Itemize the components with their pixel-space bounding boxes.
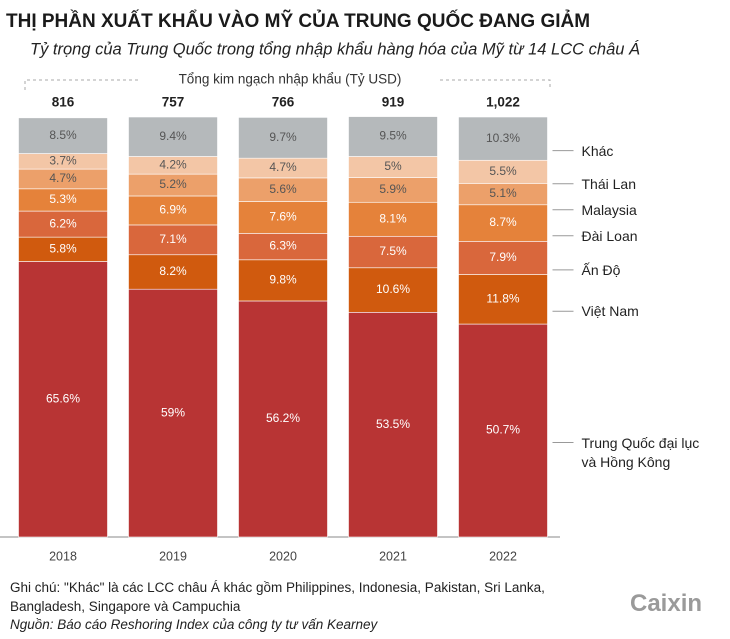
data-label: 4.7% bbox=[49, 171, 77, 185]
x-tick-label: 2022 bbox=[489, 549, 517, 563]
data-label: 7.9% bbox=[489, 250, 517, 264]
data-label: 7.6% bbox=[269, 210, 297, 224]
bar-segment bbox=[458, 204, 548, 242]
bar-segment bbox=[458, 241, 548, 275]
logo: Caixin bbox=[630, 590, 703, 617]
legend-label: Đài Loan bbox=[581, 227, 638, 244]
bar-segment bbox=[238, 300, 328, 538]
bar-segment bbox=[348, 116, 438, 157]
bar-segment bbox=[238, 117, 328, 159]
totals-label: Tổng kim ngạch nhập khẩu (Tỷ USD) bbox=[179, 72, 402, 87]
data-label: 9.5% bbox=[379, 129, 407, 143]
bar-segment bbox=[18, 210, 108, 238]
data-label: 53.5% bbox=[376, 417, 410, 431]
data-label: 7.5% bbox=[379, 244, 407, 258]
bar-segment bbox=[18, 117, 108, 154]
data-label: 6.3% bbox=[269, 239, 297, 253]
bar-segment bbox=[238, 201, 328, 234]
data-label: 8.7% bbox=[489, 215, 517, 229]
data-label: 7.1% bbox=[159, 232, 187, 246]
bar-segment bbox=[458, 323, 548, 538]
data-label: 3.7% bbox=[49, 153, 77, 167]
data-label: 6.2% bbox=[49, 216, 77, 230]
legend-label: Thái Lan bbox=[581, 175, 636, 192]
bar-segment bbox=[458, 116, 548, 161]
chart-subtitle: Tỷ trọng của Trung Quốc trong tổng nhập … bbox=[30, 39, 640, 58]
bar-segment bbox=[348, 311, 438, 538]
bar-segment bbox=[128, 195, 218, 226]
data-label: 4.2% bbox=[159, 157, 187, 171]
bar-segment bbox=[18, 236, 108, 262]
bar-segment bbox=[348, 235, 438, 269]
total-label: 757 bbox=[162, 95, 185, 110]
data-label: 5.2% bbox=[159, 177, 187, 191]
footnote: Ghi chú: "Khác" là các LCC châu Á khác g… bbox=[10, 580, 545, 614]
bar-segment bbox=[128, 224, 218, 256]
data-label: 8.5% bbox=[49, 128, 77, 142]
data-label: 5% bbox=[384, 159, 402, 173]
data-label: 50.7% bbox=[486, 423, 520, 437]
data-label: 5.8% bbox=[49, 241, 77, 255]
x-tick-label: 2018 bbox=[49, 549, 77, 563]
bar-segment bbox=[18, 261, 108, 538]
source: Nguồn: Báo cáo Reshoring Index của công … bbox=[10, 617, 378, 632]
data-label: 5.5% bbox=[489, 164, 517, 178]
totals-bracket bbox=[24, 79, 551, 90]
bar-segment bbox=[128, 254, 218, 290]
legend-label: Việt Nam bbox=[581, 303, 639, 320]
legend-label: Trung Quốc đại lục và Hồng Kông bbox=[581, 434, 700, 470]
bar-segment bbox=[348, 177, 438, 203]
data-label: 5.9% bbox=[379, 182, 407, 196]
legend-label: Khác bbox=[581, 142, 614, 159]
bar-segment bbox=[128, 288, 218, 538]
data-label: 5.1% bbox=[489, 186, 517, 200]
bar-segment bbox=[238, 259, 328, 302]
x-tick-label: 2021 bbox=[379, 549, 407, 563]
x-tick-label: 2019 bbox=[159, 549, 187, 563]
data-label: 9.4% bbox=[159, 129, 187, 143]
bar-segment bbox=[128, 116, 218, 157]
data-label: 5.6% bbox=[269, 182, 297, 196]
data-label: 9.7% bbox=[269, 130, 297, 144]
data-label: 8.1% bbox=[379, 211, 407, 225]
data-label: 4.7% bbox=[269, 160, 297, 174]
x-tick-label: 2020 bbox=[269, 549, 297, 563]
data-label: 8.2% bbox=[159, 264, 187, 278]
data-label: 59% bbox=[161, 405, 185, 419]
bar-segment bbox=[458, 274, 548, 325]
legend-label: Ấn Độ bbox=[581, 261, 621, 278]
legend-label: Malaysia bbox=[581, 201, 637, 218]
data-label: 10.3% bbox=[486, 131, 520, 145]
data-label: 5.3% bbox=[49, 192, 77, 206]
data-label: 9.8% bbox=[269, 273, 297, 287]
data-label: 56.2% bbox=[266, 411, 300, 425]
bar-segment bbox=[238, 233, 328, 261]
bar-segment bbox=[348, 201, 438, 237]
total-label: 1,022 bbox=[486, 95, 520, 110]
data-label: 11.8% bbox=[486, 291, 519, 305]
data-label: 10.6% bbox=[376, 282, 410, 296]
chart-title: THỊ PHẦN XUẤT KHẨU VÀO MỸ CỦA TRUNG QUỐC… bbox=[6, 10, 590, 32]
total-label: 766 bbox=[272, 95, 295, 110]
total-label: 816 bbox=[52, 95, 75, 110]
data-label: 6.9% bbox=[159, 203, 187, 217]
total-label: 919 bbox=[382, 95, 405, 110]
data-label: 65.6% bbox=[46, 391, 80, 405]
